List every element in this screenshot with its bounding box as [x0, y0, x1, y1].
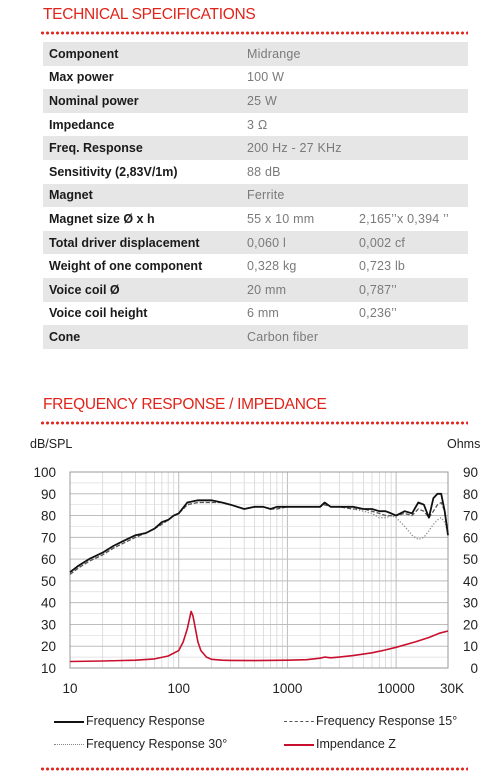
spec-value-secondary: [353, 160, 468, 184]
spec-value-secondary: [353, 66, 468, 90]
legend-swatch-impedance: [284, 744, 314, 746]
plot-frame: [69, 471, 449, 669]
spec-value: 100 W: [247, 70, 285, 85]
spec-label: Component: [49, 46, 119, 61]
y-tick-label: 30: [41, 617, 56, 632]
spec-value: Midrange: [247, 46, 301, 61]
spec-row: Voice coil height 6 mm 0,236’’: [43, 302, 468, 326]
y-tick-label: 70: [41, 530, 56, 545]
spec-label: Max power: [49, 70, 114, 85]
chart-title: FREQUENCY RESPONSE / IMPEDANCE: [43, 396, 327, 413]
spec-value: 200 Hz - 27 KHz: [247, 141, 342, 156]
legend-swatch-fr: [54, 721, 84, 723]
y-tick-label: 80: [41, 509, 56, 524]
spec-label: Impedance: [49, 117, 115, 132]
spec-row: Component Midrange: [43, 42, 468, 66]
spec-value: Ferrite: [247, 188, 285, 203]
frequency-impedance-chart: dB/SPL Ohms102030405060708090100010203040…: [30, 437, 480, 696]
y-tick-label: 40: [41, 596, 56, 611]
series-line-1: [69, 501, 449, 575]
spec-row: Total driver displacement 0,060 l 0,002 cf: [43, 230, 468, 255]
x-tick-label: 30K: [440, 681, 464, 696]
y2-tick-label: 10: [463, 639, 478, 654]
spec-row: Max power 100 W: [43, 66, 468, 90]
spec-label: Total driver displacement: [49, 235, 200, 250]
spec-value-secondary: [353, 325, 468, 349]
spec-value: 3 Ω: [247, 117, 268, 132]
spec-row: Magnet size Ø x h 55 x 10 mm 2,165’’x 0,39…: [43, 207, 468, 231]
spec-value: Carbon fiber: [247, 329, 319, 344]
dotted-divider: [40, 31, 468, 35]
y2-tick-label: 90: [463, 465, 478, 480]
spec-value-secondary: 0,236’’: [359, 306, 398, 321]
spec-row: Impedance 3 Ω: [43, 113, 468, 137]
legend-swatch-fr15: [284, 721, 314, 722]
legend-frequency-response: Frequency Response: [86, 714, 205, 728]
spec-value: 25 W: [247, 93, 277, 108]
spec-row: Magnet Ferrite: [43, 183, 468, 208]
spec-label: Weight of one component: [49, 259, 203, 274]
legend-impedance: Impendance Z: [316, 737, 396, 751]
spec-label: Sensitivity (2,83V/1m): [49, 164, 178, 179]
spec-table: Component Midrange Max power 100 W Nominal p…: [43, 42, 468, 349]
spec-row: Freq. Response 200 Hz - 27 KHz: [43, 136, 468, 160]
spec-value-secondary: [353, 113, 468, 137]
specs-title: TECHNICAL SPECIFICATIONS: [43, 6, 256, 23]
spec-value: 0,328 kg: [247, 259, 297, 274]
legend-swatch-fr30: [54, 744, 84, 745]
legend-frequency-response-30: Frequency Response 30°: [86, 737, 228, 751]
spec-value-secondary: 2,165’’x 0,394 ’’: [359, 211, 449, 226]
y2-tick-label: 0: [470, 661, 478, 676]
spec-value-secondary: [353, 184, 468, 208]
x-tick-label: 1000: [272, 681, 302, 696]
spec-row: Sensitivity (2,83V/1m) 88 dB: [43, 160, 468, 184]
spec-row: Nominal power 25 W: [43, 89, 468, 113]
dotted-divider: [40, 767, 468, 771]
y2-tick-label: 30: [463, 596, 478, 611]
spec-value: 55 x 10 mm: [247, 211, 315, 226]
spec-value-secondary: [353, 89, 468, 113]
spec-label: Magnet size Ø x h: [49, 211, 155, 226]
spec-label: Voice coil height: [49, 306, 148, 321]
spec-label: Freq. Response: [49, 141, 143, 156]
spec-label: Voice coil Ø: [49, 282, 120, 297]
y-tick-label: 60: [41, 552, 56, 567]
y-tick-label: 10: [41, 661, 56, 676]
y-tick-label: 90: [41, 487, 56, 502]
y-tick-label: 20: [41, 639, 56, 654]
y2-tick-label: 80: [463, 487, 478, 502]
spec-value-secondary: [353, 42, 468, 66]
y-axis-label: dB/SPL: [30, 437, 72, 451]
spec-value: 6 mm: [247, 306, 280, 321]
spec-value: 20 mm: [247, 282, 287, 297]
y2-tick-label: 70: [463, 509, 478, 524]
dotted-divider: [40, 421, 468, 425]
x-tick-label: 10000: [377, 681, 415, 696]
spec-row: Voice coil Ø 20 mm 0,787’’: [43, 277, 468, 302]
y2-tick-label: 60: [463, 530, 478, 545]
series-line-3: [69, 610, 449, 663]
spec-label: Magnet: [49, 188, 93, 203]
spec-value-secondary: 0,002 cf: [359, 235, 406, 250]
spec-row: Weight of one component 0,328 kg 0,723 lb: [43, 254, 468, 278]
spec-value: 88 dB: [247, 164, 281, 179]
spec-value-secondary: 0,723 lb: [359, 259, 406, 274]
spec-label: Nominal power: [49, 93, 139, 108]
y-tick-label: 50: [41, 574, 56, 589]
y2-tick-label: 50: [463, 552, 478, 567]
y-tick-label: 100: [33, 465, 56, 480]
series-line-0: [69, 492, 449, 573]
x-tick-label: 100: [167, 681, 190, 696]
spec-row: Cone Carbon fiber: [43, 325, 468, 349]
x-tick-label: 10: [62, 681, 77, 696]
y2-tick-label: 20: [463, 617, 478, 632]
spec-value-secondary: [353, 136, 468, 160]
spec-value-secondary: 0,787’’: [359, 282, 398, 297]
y2-axis-label: Ohms: [447, 437, 480, 451]
spec-label: Cone: [49, 329, 81, 344]
y2-tick-label: 40: [463, 574, 478, 589]
spec-value: 0,060 l: [247, 235, 286, 250]
legend-frequency-response-15: Frequency Response 15°: [316, 714, 458, 728]
